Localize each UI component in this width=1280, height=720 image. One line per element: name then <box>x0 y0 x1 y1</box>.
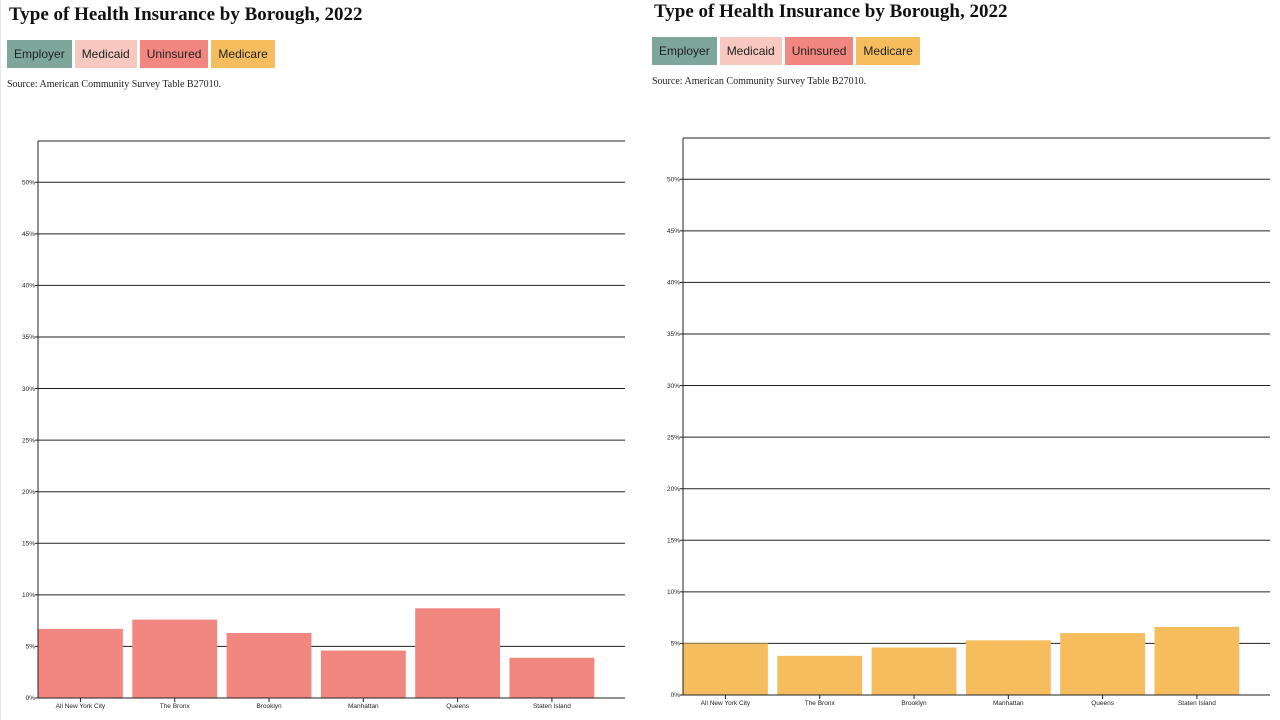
medicare-button[interactable]: Medicare <box>856 37 920 65</box>
bar-chart-medicare: 0% 5% 10% 15% 20% 25% 30% 35% 40% 45% 50% All New Y… <box>667 137 1270 707</box>
x-tick-label: Manhattan <box>993 700 1024 707</box>
bar <box>415 608 501 698</box>
bar <box>871 647 957 695</box>
medicare-button[interactable]: Medicare <box>211 40 275 68</box>
category-buttons: Employer Medicaid Uninsured Medicare <box>7 40 275 68</box>
y-tick-label: 15% <box>667 537 680 544</box>
bar <box>132 619 218 698</box>
y-tick-label: 35% <box>667 331 680 338</box>
bar <box>1154 626 1240 695</box>
y-tick-label: 25% <box>22 437 35 444</box>
x-tick-label: The Bronx <box>805 700 836 707</box>
medicaid-button[interactable]: Medicaid <box>74 40 137 68</box>
bar <box>965 640 1051 695</box>
y-tick-label: 5% <box>671 641 681 648</box>
chart-title: Type of Health Insurance by Borough, 202… <box>654 1 1008 22</box>
y-tick-label: 40% <box>22 283 35 290</box>
bar <box>1060 633 1146 695</box>
y-tick-label: 45% <box>667 228 680 235</box>
y-tick-label: 40% <box>667 280 680 287</box>
medicaid-button[interactable]: Medicaid <box>719 37 782 65</box>
y-tick-label: 45% <box>22 231 35 238</box>
y-tick-label: 5% <box>26 644 36 651</box>
y-tick-label: 20% <box>22 489 35 496</box>
source-note: Source: American Community Survey Table … <box>7 79 222 90</box>
y-tick-label: 30% <box>667 383 680 390</box>
x-tick-label: Manhattan <box>348 703 379 710</box>
x-tick-label: Queens <box>1091 700 1115 707</box>
bar <box>320 650 406 698</box>
employer-button[interactable]: Employer <box>7 40 72 68</box>
y-tick-label: 25% <box>667 434 680 441</box>
bar <box>509 657 595 698</box>
y-tick-label: 10% <box>22 592 35 599</box>
chart-panel-medicare: Type of Health Insurance by Borough, 202… <box>646 0 1280 717</box>
bar-chart-uninsured: 0% 5% 10% 15% 20% 25% 30% 35% 40% 45% 50% All New Y… <box>22 140 625 710</box>
x-tick-label: Brooklyn <box>901 700 927 707</box>
employer-button[interactable]: Employer <box>652 37 717 65</box>
x-tick-label: Brooklyn <box>256 703 282 710</box>
chart-panel-uninsured: Type of Health Insurance by Borough, 202… <box>0 0 625 720</box>
bar <box>226 633 312 698</box>
x-tick-label: Staten Island <box>533 703 571 710</box>
y-tick-label: 30% <box>22 386 35 393</box>
y-tick-label: 35% <box>22 334 35 341</box>
y-tick-label: 0% <box>26 695 36 702</box>
source-note: Source: American Community Survey Table … <box>652 76 867 87</box>
x-tick-label: All New York City <box>56 703 106 710</box>
y-tick-label: 10% <box>667 589 680 596</box>
x-tick-label: All New York City <box>701 700 751 707</box>
bar <box>777 655 863 695</box>
y-tick-label: 50% <box>667 176 680 183</box>
y-tick-label: 0% <box>671 692 681 699</box>
bar <box>38 628 123 698</box>
y-tick-label: 15% <box>22 540 35 547</box>
chart-title: Type of Health Insurance by Borough, 202… <box>9 4 363 25</box>
y-tick-label: 20% <box>667 486 680 493</box>
bar <box>683 643 768 695</box>
y-tick-label: 50% <box>22 179 35 186</box>
uninsured-button[interactable]: Uninsured <box>139 40 209 68</box>
x-tick-label: Staten Island <box>1178 700 1216 707</box>
x-tick-label: The Bronx <box>160 703 191 710</box>
x-tick-label: Queens <box>446 703 470 710</box>
category-buttons: Employer Medicaid Uninsured Medicare <box>652 37 920 65</box>
uninsured-button[interactable]: Uninsured <box>784 37 854 65</box>
